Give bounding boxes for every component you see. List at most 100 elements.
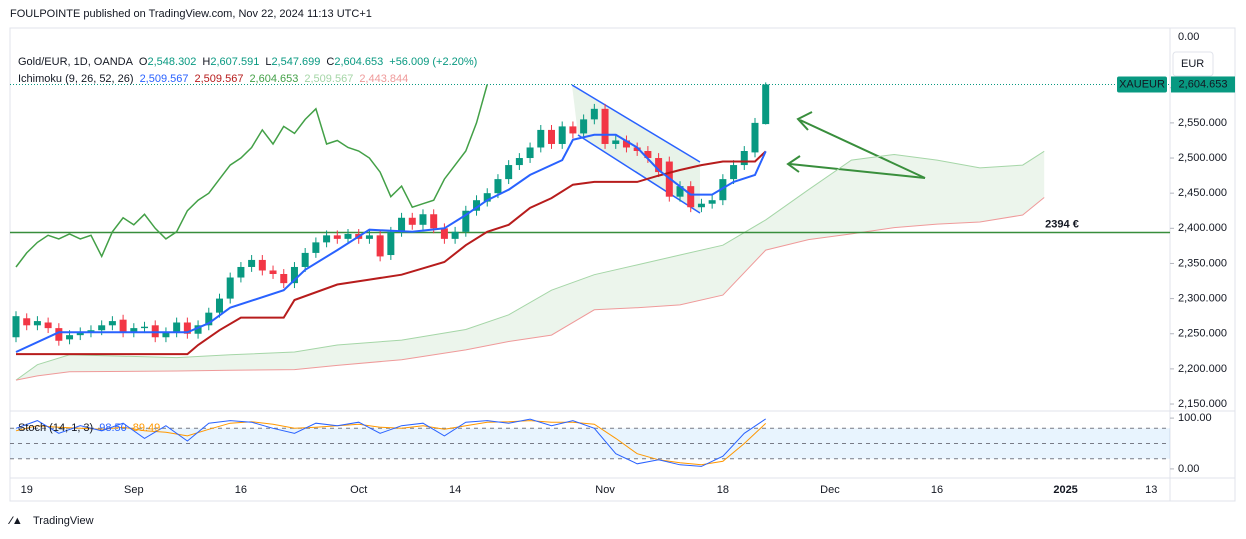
candle-body <box>730 165 738 180</box>
span-a <box>15 150 1045 381</box>
candle-body <box>580 119 588 134</box>
symbol-tag-text: XAUEUR <box>1119 78 1165 90</box>
candle-body <box>237 266 245 278</box>
top-tick-label: 0.00 <box>1178 31 1199 43</box>
level-label: 2394 € <box>1045 218 1079 230</box>
candle-body <box>130 328 138 333</box>
candle-body <box>215 298 223 313</box>
legend-part: 2,548.302 <box>147 56 196 68</box>
legend-part: Gold/EUR, 1D, OANDA <box>18 56 134 68</box>
candle-body <box>462 210 470 232</box>
x-tick-label: Oct <box>350 484 367 496</box>
candle-body <box>87 330 95 333</box>
candle-body <box>55 328 63 341</box>
y-tick-label: 2,550.000 <box>1178 117 1227 129</box>
legend-part: 2,547.699 <box>271 56 320 68</box>
candle-body <box>547 129 555 144</box>
candle-body <box>323 235 331 243</box>
x-tick-label: 19 <box>21 484 33 496</box>
candle-body <box>290 266 298 284</box>
candle-body <box>451 231 459 239</box>
legend-part: 2,604.653 <box>249 73 298 85</box>
candle-body <box>151 325 159 338</box>
arrow-1 <box>799 119 926 179</box>
candle-body <box>419 214 427 225</box>
candle-body <box>183 322 191 334</box>
candle-body <box>119 319 127 333</box>
candle-body <box>601 108 609 144</box>
candle-body <box>537 129 545 148</box>
legend-part: Ichimoku (9, 26, 52, 26) <box>18 73 134 85</box>
candle-body <box>376 235 384 257</box>
arrows <box>786 111 926 179</box>
candle-body <box>719 179 727 201</box>
x-tick-label: 16 <box>931 484 943 496</box>
candle-body <box>162 332 170 338</box>
candle-body <box>494 179 502 194</box>
candle-body <box>751 122 759 153</box>
candle-body <box>708 200 716 204</box>
candle-body <box>687 186 695 208</box>
arrow-2 <box>789 163 926 179</box>
candle-body <box>44 322 52 329</box>
stoch-k <box>15 418 766 467</box>
legend-part: 2,443.844 <box>359 73 408 85</box>
candle-body <box>569 126 577 134</box>
candle-body <box>676 186 684 197</box>
candle-body <box>33 321 41 326</box>
x-tick-label: 16 <box>235 484 247 496</box>
candle-body <box>612 140 620 144</box>
candle-body <box>440 228 448 239</box>
footer: TradingView <box>33 515 94 527</box>
y-tick-label: 2,300.000 <box>1178 293 1227 305</box>
cloud-fill <box>16 151 1045 381</box>
legend-part: +56.009 (+2.20%) <box>389 56 477 68</box>
ichimoku-legend: Ichimoku (9, 26, 52, 26) 2,509.567 2,509.5… <box>18 73 408 85</box>
y-tick-label: 2,500.000 <box>1178 152 1227 164</box>
x-tick-label: Dec <box>820 484 840 496</box>
candle-body <box>644 150 652 159</box>
candle-body <box>387 231 395 256</box>
logo: ⁄▲ TradingView <box>7 515 94 527</box>
arrow-2-head <box>786 155 801 173</box>
candle-body <box>173 322 181 333</box>
x-tick-label: Nov <box>595 484 615 496</box>
legend-part: 2,509.567 <box>304 73 353 85</box>
y-tick-label: 2,200.000 <box>1178 363 1227 375</box>
x-tick-label: 13 <box>1145 484 1157 496</box>
candle-body <box>98 325 106 331</box>
frame <box>9 27 1236 502</box>
legend-part: O <box>139 56 148 68</box>
candle-body <box>258 259 266 271</box>
candle-body <box>365 235 373 239</box>
price-tag-text: 2,604.653 <box>1179 78 1228 90</box>
legend-part: 89.49 <box>133 422 161 434</box>
candle-body <box>66 335 74 340</box>
flag-upper <box>571 84 701 163</box>
legend-part: 2,604.653 <box>334 56 383 68</box>
candle-body <box>23 318 31 326</box>
legend-part: 98.50 <box>99 422 127 434</box>
candle-body <box>333 235 341 239</box>
candle-body <box>398 217 406 232</box>
arrow-1-head <box>796 111 813 131</box>
stoch-d <box>15 420 767 466</box>
tenkan <box>15 133 767 353</box>
currency-box[interactable] <box>1172 51 1214 77</box>
publisher: FOULPOINTE published on TradingView.com,… <box>10 8 372 20</box>
candle-body <box>108 321 116 326</box>
candle-body <box>205 312 213 326</box>
candle-body <box>280 273 288 284</box>
span-b <box>15 197 1045 381</box>
candle-body <box>226 277 234 299</box>
legend-part: H <box>202 56 210 68</box>
x-tick-label: 14 <box>449 484 461 496</box>
currency: EUR <box>1181 58 1204 70</box>
candle-body <box>76 332 84 336</box>
legend-part: L <box>265 56 271 68</box>
y-tick-label: 2,250.000 <box>1178 328 1227 340</box>
candle-body <box>248 259 256 267</box>
candle-body <box>473 200 481 211</box>
kijun <box>16 150 767 356</box>
